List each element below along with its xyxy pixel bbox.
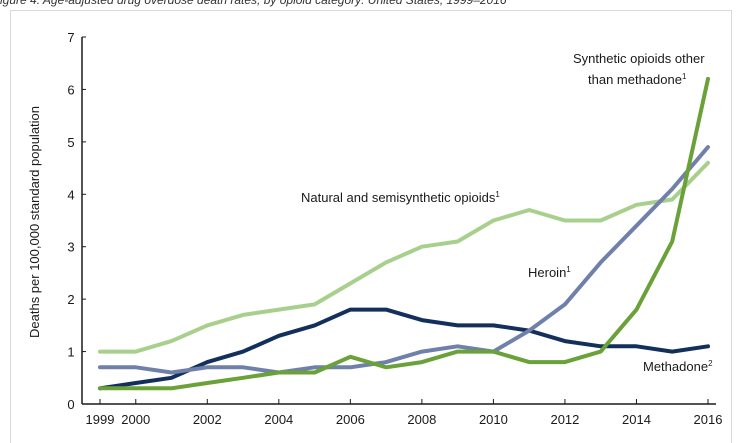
series-group	[98, 76, 710, 391]
axes	[81, 37, 716, 405]
x-tick-label: 2016	[694, 412, 723, 427]
chart-frame	[10, 10, 732, 443]
y-axis-label: Deaths per 100,000 standard population	[27, 106, 42, 338]
series-line-synthetic-opioids-other-than-methadone	[98, 76, 710, 391]
series-line-natural-and-semisynthetic-opioids	[98, 160, 710, 354]
x-ticks: 1999 2000 2002 2004 2006 2008 2010 2012 2014 2016	[86, 399, 723, 427]
y-tick-label: 3	[67, 240, 74, 255]
series-line-heroin	[98, 145, 710, 375]
x-tick-label: 2012	[550, 412, 579, 427]
y-ticks: 0 1 2 3 4 5 6 7	[67, 30, 86, 412]
annotation-natural: Natural and semisynthetic opioids1	[301, 190, 500, 205]
annotation-synthetic-line2: than methadone1	[588, 72, 687, 87]
x-tick-label: 2014	[622, 412, 651, 427]
annotation-synthetic-line1: Synthetic opioids other	[573, 51, 705, 66]
y-tick-label: 7	[67, 30, 74, 45]
annotation-methadone: Methadone2	[643, 359, 713, 374]
y-tick-label: 2	[67, 292, 74, 307]
figure-caption: igure 4. Age-adjusted drug overdose deat…	[0, 0, 507, 7]
x-tick-label: 2002	[193, 412, 222, 427]
annotation-methadone-sup: 2	[708, 359, 713, 368]
annotation-heroin-text: Heroin	[528, 265, 566, 280]
x-tick-label: 2004	[264, 412, 293, 427]
annotation-heroin: Heroin1	[528, 265, 571, 280]
annotation-natural-text: Natural and semisynthetic opioids	[301, 190, 496, 205]
annotation-natural-sup: 1	[495, 190, 500, 199]
x-tick-label: 2000	[121, 412, 150, 427]
y-tick-label: 1	[67, 345, 74, 360]
annotation-synthetic-line1-text: Synthetic opioids other	[573, 51, 705, 66]
x-tick-label: 1999	[86, 412, 115, 427]
x-tick-label: 2006	[336, 412, 365, 427]
annotation-methadone-text: Methadone	[643, 359, 708, 374]
x-tick-label: 2010	[479, 412, 508, 427]
y-tick-label: 5	[67, 135, 74, 150]
y-tick-label: 4	[67, 187, 74, 202]
annotation-heroin-sup: 1	[566, 265, 571, 274]
y-tick-label: 0	[67, 397, 74, 412]
x-tick-label: 2008	[407, 412, 436, 427]
series-line-methadone	[98, 307, 710, 391]
y-tick-label: 6	[67, 82, 74, 97]
annotation-synthetic-line2-text: than methadone	[588, 72, 682, 87]
annotation-synthetic-sup: 1	[682, 72, 687, 81]
